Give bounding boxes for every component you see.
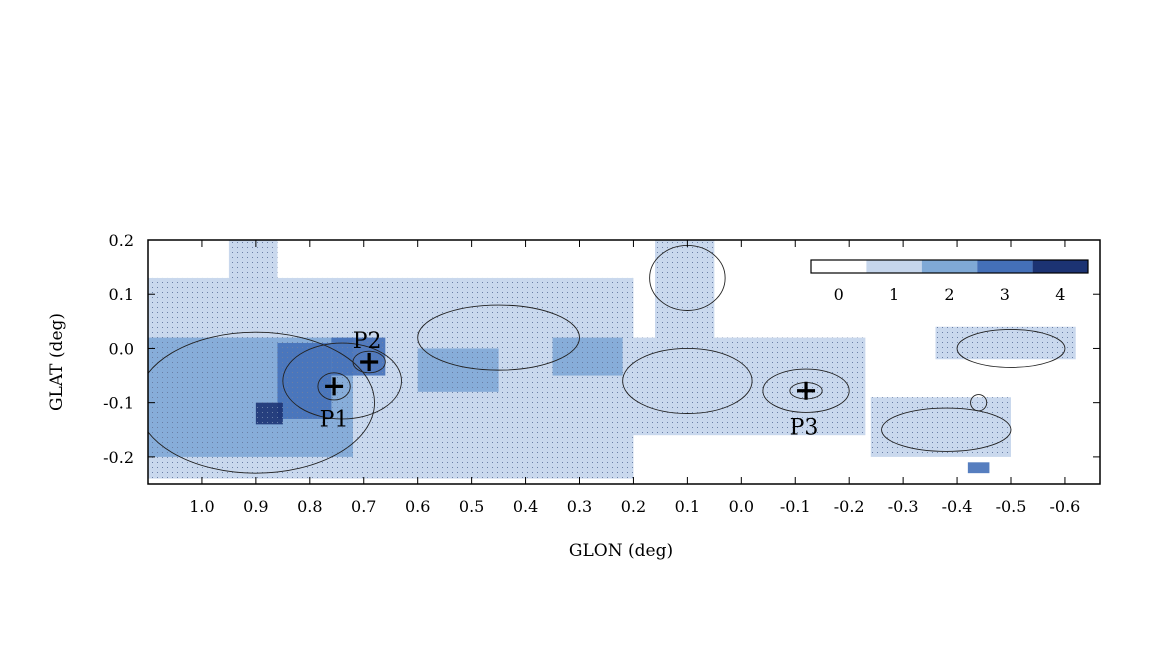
colorbar-swatch-3 [977,260,1033,273]
x-tick-label-11: -0.1 [780,497,811,516]
y-tick-label-2: 0.0 [109,339,134,358]
contour-11 [956,329,1066,368]
dot-overlay-0 [148,277,634,479]
contour-0 [148,331,375,474]
x-tick-label-13: -0.3 [888,497,919,516]
colorbar-label-2: 2 [944,285,954,304]
x-tick-label-9: 0.1 [675,497,700,516]
peak-label-p1: P1 [320,407,349,432]
x-tick-label-0: 1.0 [189,497,214,516]
contour-10 [970,394,988,412]
y-tick-label-4: -0.2 [103,448,134,467]
colorbar-label-0: 0 [834,285,844,304]
x-tick-label-6: 0.4 [513,497,538,516]
plot-border [147,239,1101,485]
x-tick-label-12: -0.2 [834,497,865,516]
x-axis: 1.0 0.9 0.8 0.7 0.6 0.5 0.4 0.3 0.2 0.1 0.0 -0.1 -0.… [189,240,1080,516]
y-tick-label-1: 0.1 [109,285,134,304]
peak-marker-p2 [360,353,379,371]
x-tick-label-4: 0.6 [405,497,430,516]
peak-marker-p1 [325,377,344,396]
colorbar-label-3: 3 [1000,285,1010,304]
heatmap-area [148,240,1076,479]
x-tick-label-16: -0.6 [1050,497,1081,516]
x-tick-label-1: 0.9 [243,497,268,516]
colorbar-swatch-1 [866,260,922,273]
colorbar: 0 1 2 3 4 [810,259,1089,304]
colorbar-swatch-4 [1032,260,1088,273]
contour-1 [282,342,402,420]
peak-marker-p3 [797,381,816,400]
colorbar-label-1: 1 [889,285,899,304]
peak-markers: P1 P2 P3 [320,329,819,441]
contour-4 [417,304,580,371]
peak-label-p2: P2 [353,329,382,354]
contour-2 [317,372,351,401]
colorbar-swatch-2 [921,260,978,273]
colorbar-swatch-0 [811,260,867,273]
y-axis: 0.2 0.1 0.0 -0.1 -0.2 [103,231,1100,467]
colorbar-border [810,259,1089,274]
peak-label-p3: P3 [790,416,819,441]
x-tick-label-8: 0.2 [621,497,646,516]
x-tick-label-3: 0.7 [351,497,376,516]
dot-overlay-1 [228,240,278,284]
heat-region-11 [967,462,990,474]
y-axis-label: GLAT (deg) [47,313,67,411]
contour-6 [762,368,850,413]
x-tick-label-14: -0.4 [942,497,973,516]
plot-frame [147,239,1101,485]
x-tick-label-10: 0.0 [729,497,754,516]
dot-overlay-4 [870,397,1012,457]
colorbar-label-4: 4 [1055,285,1065,304]
y-tick-label-0: 0.2 [109,231,134,250]
dot-overlay-2 [633,337,866,436]
x-tick-label-7: 0.3 [567,497,592,516]
contour-5 [622,347,753,414]
dot-overlay-3 [655,240,715,338]
x-tick-label-2: 0.8 [297,497,322,516]
x-tick-label-5: 0.5 [459,497,484,516]
x-axis-label: GLON (deg) [569,541,673,561]
contour-3 [352,350,386,374]
x-tick-label-15: -0.5 [996,497,1027,516]
contour-9 [881,407,1012,452]
dot-overlay-5 [935,326,1076,360]
y-tick-label-3: -0.1 [103,394,134,413]
